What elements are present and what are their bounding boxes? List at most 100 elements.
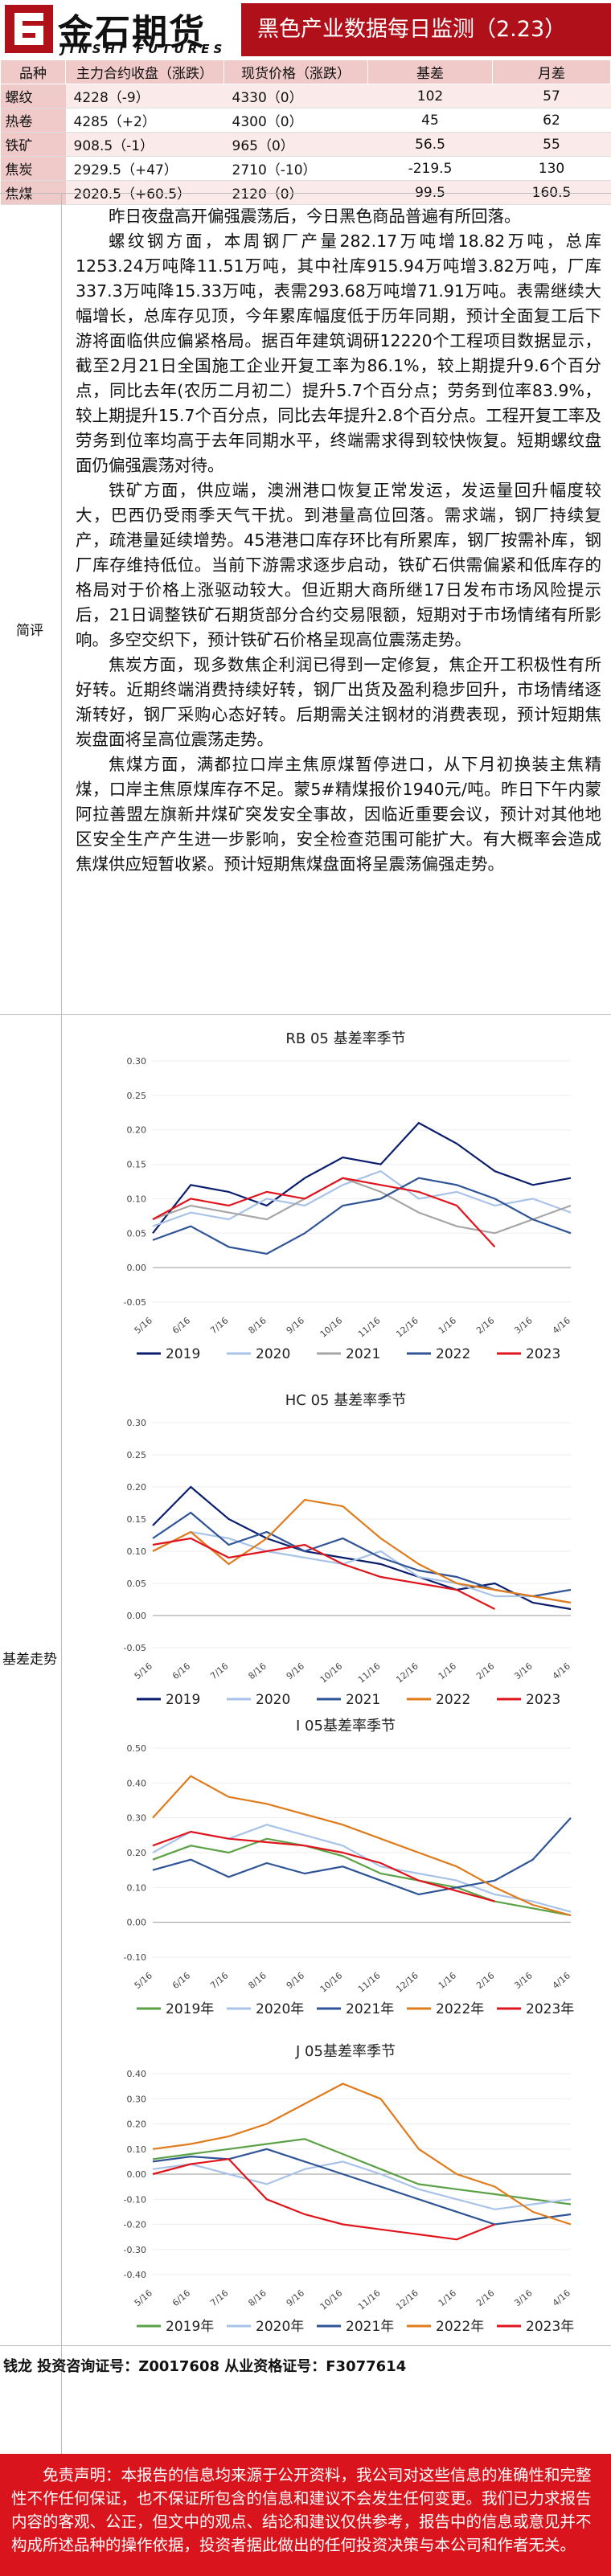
table-header-row: 品种 主力合约收盘（涨跌） 现货价格（涨跌） 基差 月差 — [0, 59, 611, 84]
x-tick-label: 6/16 — [170, 2287, 192, 2308]
series-line — [152, 2083, 572, 2226]
legend-label: 2023 — [526, 1346, 560, 1362]
x-tick-label: 3/16 — [512, 1970, 534, 1991]
col-header-spot: 现货价格（涨跌） — [223, 59, 368, 84]
y-tick-label: 0.20 — [127, 1848, 147, 1858]
logo-mark-icon — [5, 5, 53, 53]
table-row: 热卷 4285（+2） 4300（0） 45 62 — [0, 108, 611, 133]
x-tick-label: 11/16 — [356, 1661, 383, 1685]
x-tick-label: 5/16 — [133, 1970, 154, 1991]
legend-label: 2019年 — [166, 2001, 214, 2017]
legend-label: 2020年 — [256, 2319, 304, 2335]
divider — [0, 193, 611, 194]
x-tick-label: 10/16 — [318, 1661, 345, 1685]
spread-value: 57 — [492, 84, 611, 109]
x-tick-label: 3/16 — [512, 1661, 534, 1681]
col-header-spread: 月差 — [492, 59, 611, 84]
legend-label: 2021 — [346, 1346, 380, 1362]
series-line — [152, 1177, 572, 1235]
x-tick-label: 8/16 — [246, 2287, 268, 2308]
legend-label: 2023 — [526, 1692, 560, 1708]
x-tick-label: 4/16 — [551, 2287, 572, 2308]
spread-value: 62 — [492, 108, 611, 133]
commentary: 昨日夜盘高开偏强震荡后，今日黑色商品普遍有所回落。 螺纹钢方面，本周钢厂产量28… — [76, 204, 601, 877]
y-tick-label: 0.50 — [127, 1743, 147, 1754]
chart-title: RB 05 基差率季节 — [285, 1030, 405, 1047]
x-tick-label: 12/16 — [394, 1661, 420, 1685]
logo-text-en: JINSHI FUTURES — [61, 42, 227, 56]
x-tick-label: 1/16 — [437, 1661, 458, 1681]
series-line — [152, 2148, 572, 2226]
y-tick-label: 0.15 — [127, 1514, 147, 1525]
x-tick-label: 12/16 — [394, 1970, 420, 1994]
chart-i05-basis: I 05基差率季节 0.50 0.40 0.30 0.20 0.10 0.00 -0.10 5/… — [124, 1718, 575, 2017]
product-name: 热卷 — [0, 108, 66, 133]
futures-close: 2929.5（+47） — [65, 156, 224, 181]
spot-price: 4330（0） — [223, 84, 368, 109]
x-tick-label: 3/16 — [512, 2287, 534, 2308]
commentary-paragraph: 螺纹钢方面，本周钢厂产量282.17万吨增18.82万吨，总库1253.24万吨… — [76, 231, 601, 475]
commentary-paragraph: 昨日夜盘高开偏强震荡后，今日黑色商品普遍有所回落。 — [109, 207, 521, 226]
spot-price: 2710（-10） — [223, 156, 368, 181]
y-tick-label: 0.40 — [127, 1778, 147, 1788]
basis-value: 56.5 — [367, 132, 493, 157]
product-name: 焦炭 — [0, 156, 66, 181]
table-row: 焦煤 2020.5（+60.5） 2120（0） 99.5 160.5 — [0, 180, 611, 205]
y-tick-label: 0.25 — [127, 1450, 147, 1460]
legend-label: 2022 — [436, 1346, 470, 1362]
x-tick-label: 4/16 — [551, 1315, 572, 1336]
legend-label: 2021年 — [346, 2001, 394, 2017]
legend-label: 2019 — [166, 1346, 200, 1362]
table-row: 铁矿 908.5（-1） 965（0） 56.5 55 — [0, 132, 611, 157]
legend-label: 2020年 — [256, 2001, 304, 2017]
analyst-info: 钱龙 投资咨询证号：Z0017608 从业资格证号：F3077614 — [3, 2358, 407, 2375]
y-tick-label: -0.10 — [124, 2194, 146, 2205]
product-name: 焦煤 — [0, 180, 66, 205]
y-tick-label: 0.30 — [127, 2094, 147, 2104]
y-tick-label: 0.20 — [127, 1125, 147, 1136]
y-tick-label: -0.05 — [124, 1643, 146, 1653]
basis-value: -219.5 — [367, 156, 493, 181]
legend-label: 2022 — [436, 1692, 470, 1708]
series-line — [152, 1775, 572, 1917]
logo: 金石期货 JINSHI FUTURES — [0, 0, 241, 59]
legend-label: 2022年 — [436, 2001, 484, 2017]
series-line — [152, 2138, 572, 2205]
y-tick-label: 0.05 — [127, 1579, 147, 1589]
series-line — [152, 1530, 572, 1604]
y-tick-label: 0.10 — [127, 1882, 147, 1893]
series-line — [152, 1121, 572, 1234]
x-tick-label: 5/16 — [133, 1661, 154, 1681]
y-tick-label: 0.25 — [127, 1091, 147, 1101]
x-tick-label: 4/16 — [551, 1970, 572, 1991]
spot-price: 4300（0） — [223, 108, 368, 133]
y-tick-label: 0.20 — [127, 1482, 147, 1493]
series-line — [152, 2158, 495, 2241]
col-header-futures: 主力合约收盘（涨跌） — [65, 59, 224, 84]
legend-label: 2019 — [166, 1692, 200, 1708]
basis-value: 99.5 — [367, 180, 493, 205]
disclaimer: 免责声明：本报告的信息均来源于公开资料，我公司对这些信息的准确性和完整性不作任何… — [0, 2454, 611, 2576]
spot-price: 2120（0） — [223, 180, 368, 205]
x-tick-label: 10/16 — [318, 2287, 345, 2312]
series-line — [152, 1830, 495, 1902]
y-tick-label: 0.10 — [127, 1546, 147, 1557]
commentary-paragraph: 铁矿方面，供应端，澳洲港口恢复正常发运，发运量回升幅度较大，巴西仍受雨季天气干扰… — [76, 481, 601, 649]
x-tick-label: 1/16 — [437, 1315, 458, 1336]
commentary-paragraph: 焦煤方面，满都拉口岸主焦原煤暂停进口，从下月初换装主焦精煤，口岸主焦原煤库存不足… — [76, 755, 601, 874]
series-line — [152, 1537, 495, 1610]
x-tick-label: 12/16 — [394, 2287, 420, 2312]
spread-value: 160.5 — [492, 180, 611, 205]
series-line — [152, 1816, 572, 1896]
spread-value: 55 — [492, 132, 611, 157]
chart-rb05-basis: RB 05 基差率季节 0.30 0.25 0.20 0.15 0.10 0.05 0.00 -… — [124, 1030, 572, 1362]
x-tick-label: 2/16 — [474, 1970, 496, 1991]
chart-title: I 05基差率季节 — [296, 1718, 396, 1734]
futures-close: 4285（+2） — [65, 108, 224, 133]
y-tick-label: -0.05 — [124, 1297, 146, 1308]
col-header-basis: 基差 — [367, 59, 493, 84]
y-tick-label: 0.05 — [127, 1228, 147, 1239]
series-line — [152, 1177, 496, 1248]
legend-label: 2019年 — [166, 2319, 214, 2335]
x-tick-label: 11/16 — [356, 1970, 383, 1994]
